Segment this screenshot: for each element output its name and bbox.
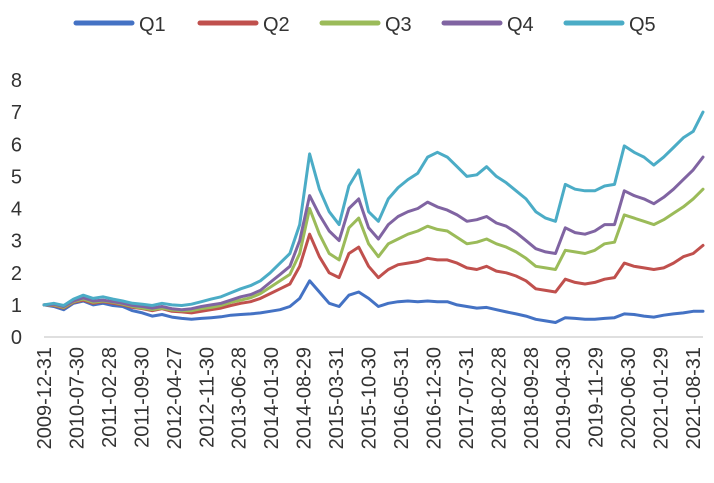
x-tick-label: 2019-11-29: [586, 347, 608, 448]
y-tick-label: 1: [11, 295, 22, 317]
legend-label-q2: Q2: [263, 14, 290, 36]
legend-label-q1: Q1: [139, 14, 166, 36]
x-tick-label: 2015-10-30: [359, 347, 381, 449]
x-axis: 2009-12-31 2010-07-30 2011-02-28 2011-09-30…: [34, 336, 705, 449]
x-tick-label: 2018-02-28: [488, 347, 510, 449]
x-tick-label: 2014-08-29: [294, 347, 316, 449]
x-tick-label: 2019-04-30: [553, 347, 575, 449]
y-axis: 0 1 2 3 4 5 6 7 8: [11, 70, 22, 349]
x-tick-label: 2013-06-28: [229, 347, 251, 449]
legend-label-q3: Q3: [385, 14, 412, 36]
x-tick-label: 2020-06-30: [618, 347, 640, 449]
x-tick-label: 2016-05-31: [391, 347, 413, 449]
x-tick-label: 2011-02-28: [99, 347, 121, 448]
y-tick-label: 4: [11, 199, 22, 221]
x-tick-label: 2018-09-28: [521, 347, 543, 449]
x-tick-label: 2021-08-31: [683, 347, 705, 449]
series-line-q5: [42, 110, 705, 307]
x-tick-label: 2012-04-27: [164, 347, 186, 449]
y-tick-label: 8: [11, 70, 22, 92]
series-line-q3: [42, 187, 705, 313]
x-tick-label: 2015-03-31: [326, 347, 348, 449]
x-tick-label: 2010-07-30: [66, 347, 88, 449]
x-tick-label: 2016-12-30: [423, 347, 445, 449]
legend: Q1 Q2 Q3 Q4 Q5: [73, 14, 656, 36]
y-tick-label: 7: [11, 102, 22, 124]
x-tick-label: 2011-09-30: [131, 347, 153, 448]
x-tick-label: 2012-11-30: [196, 347, 218, 448]
y-tick-label: 3: [11, 231, 22, 253]
x-tick-label: 2017-07-31: [456, 347, 478, 449]
y-tick-label: 2: [11, 263, 22, 285]
legend-label-q5: Q5: [629, 14, 656, 36]
series-lines: [42, 110, 705, 324]
x-tick-label: 2021-01-29: [651, 347, 673, 449]
x-tick-label: 2014-01-30: [261, 347, 283, 449]
legend-label-q4: Q4: [507, 14, 534, 36]
x-tick-label: 2009-12-31: [34, 347, 56, 449]
y-tick-label: 6: [11, 134, 22, 156]
y-tick-label: 5: [11, 166, 22, 188]
series-line-q1: [42, 279, 705, 324]
series-line-q4: [42, 155, 705, 312]
y-tick-label: 0: [11, 327, 22, 349]
